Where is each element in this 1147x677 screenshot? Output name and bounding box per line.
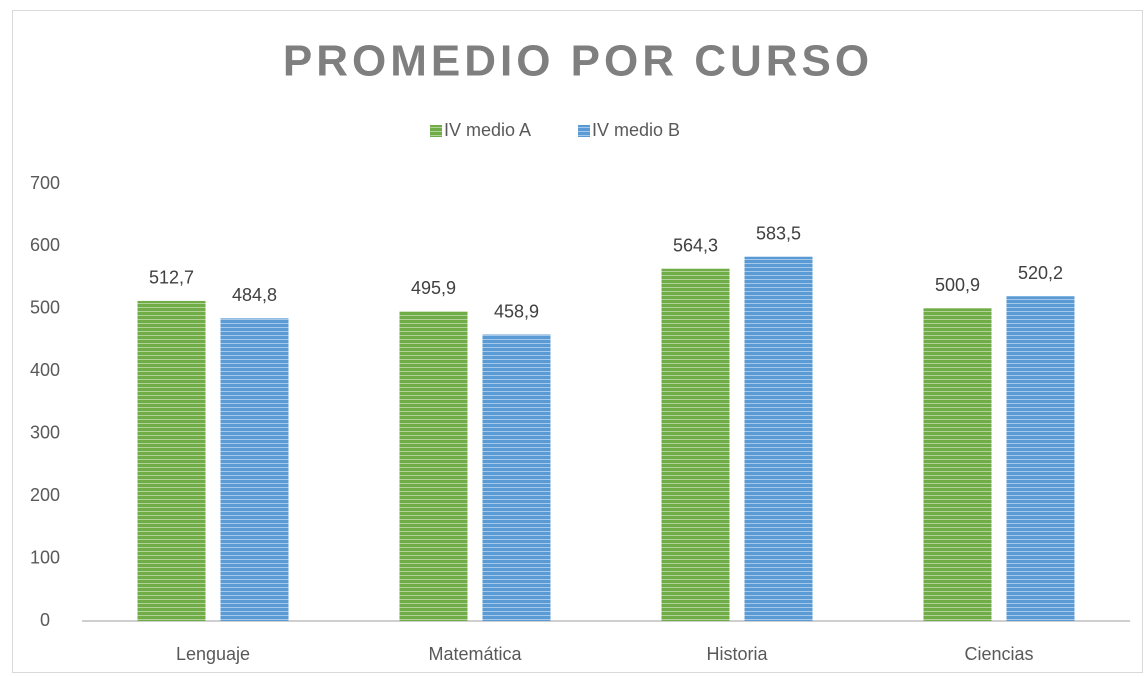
legend-swatch: [430, 125, 442, 137]
value-label: 458,9: [494, 301, 539, 321]
bar: [744, 256, 813, 621]
legend-swatch: [578, 125, 590, 137]
bar: [661, 268, 730, 621]
value-label: 564,3: [673, 235, 718, 255]
y-tick-label: 300: [30, 422, 60, 442]
bar: [137, 300, 206, 621]
value-label: 520,2: [1018, 263, 1063, 283]
y-tick-label: 400: [30, 360, 60, 380]
bar: [923, 308, 992, 621]
value-label: 512,7: [149, 268, 194, 288]
value-label: 500,9: [935, 275, 980, 295]
x-tick-label: Ciencias: [964, 644, 1033, 664]
bar: [220, 318, 289, 621]
bar: [399, 311, 468, 621]
y-tick-label: 0: [40, 610, 50, 630]
y-tick-label: 600: [30, 235, 60, 255]
y-tick-label: 700: [30, 173, 60, 193]
bar: [482, 334, 551, 621]
x-tick-label: Matemática: [428, 644, 522, 664]
chart-title: PROMEDIO POR CURSO: [283, 37, 873, 86]
legend-label: IV medio A: [444, 120, 531, 140]
value-label: 583,5: [756, 223, 801, 243]
value-label: 484,8: [232, 285, 277, 305]
x-tick-label: Historia: [706, 644, 768, 664]
y-tick-label: 200: [30, 485, 60, 505]
bar: [1006, 296, 1075, 621]
legend-label: IV medio B: [592, 120, 680, 140]
x-tick-label: Lenguaje: [176, 644, 250, 664]
value-label: 495,9: [411, 278, 456, 298]
y-tick-label: 500: [30, 298, 60, 318]
y-tick-label: 100: [30, 547, 60, 567]
